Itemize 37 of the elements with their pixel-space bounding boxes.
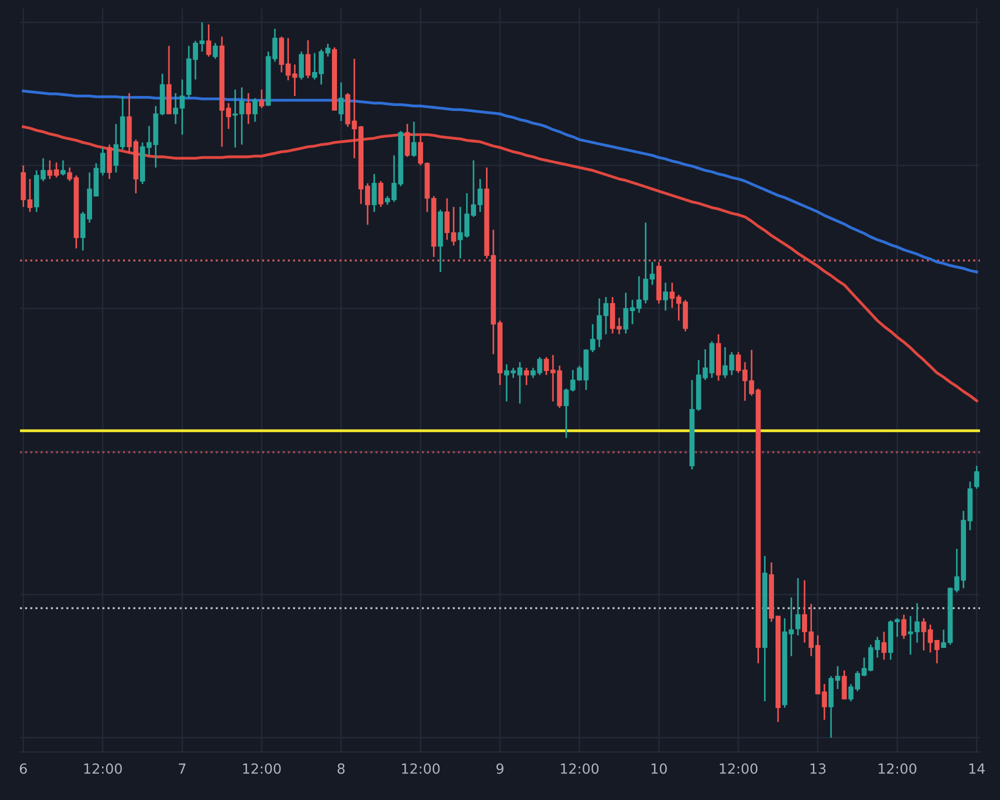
candlestick xyxy=(232,88,238,148)
candlestick xyxy=(305,39,311,79)
x-tick-label: 12:00 xyxy=(560,763,599,774)
candlestick xyxy=(842,670,847,700)
candlestick xyxy=(974,465,980,490)
candlestick xyxy=(378,180,384,208)
candlestick xyxy=(564,388,569,439)
candlestick xyxy=(206,24,212,58)
x-tick-label: 10 xyxy=(652,763,667,774)
x-tick-label: 12:00 xyxy=(402,763,440,774)
candlestick xyxy=(404,123,410,158)
candlestick xyxy=(298,50,304,80)
candlestick xyxy=(881,631,887,660)
x-tick-label: 9 xyxy=(496,763,504,774)
candlestick xyxy=(411,120,416,158)
x-tick-label: 12:00 xyxy=(720,763,758,774)
x-tick-label: 12:00 xyxy=(84,763,122,774)
candlestick xyxy=(212,42,218,60)
candlestick xyxy=(662,282,668,312)
x-tick-label: 6 xyxy=(20,763,27,774)
candlestick xyxy=(524,367,530,386)
candlestick xyxy=(795,577,800,636)
x-tick-label: 8 xyxy=(338,763,345,774)
candlestick xyxy=(239,86,244,146)
candlestick xyxy=(901,614,906,640)
candlestick xyxy=(60,160,66,176)
candlestick xyxy=(246,92,251,125)
x-tick-label: 13 xyxy=(810,763,826,774)
x-tick-label: 12:00 xyxy=(243,763,281,774)
candlestick xyxy=(338,82,344,122)
candlestick xyxy=(788,596,794,657)
x-tick-label: 14 xyxy=(969,764,985,774)
x-tick-label: 12:00 xyxy=(878,763,916,774)
candlestick xyxy=(252,97,258,123)
candlestick xyxy=(259,88,264,109)
x-tick-label: 7 xyxy=(178,764,186,774)
candlestick xyxy=(372,173,377,213)
